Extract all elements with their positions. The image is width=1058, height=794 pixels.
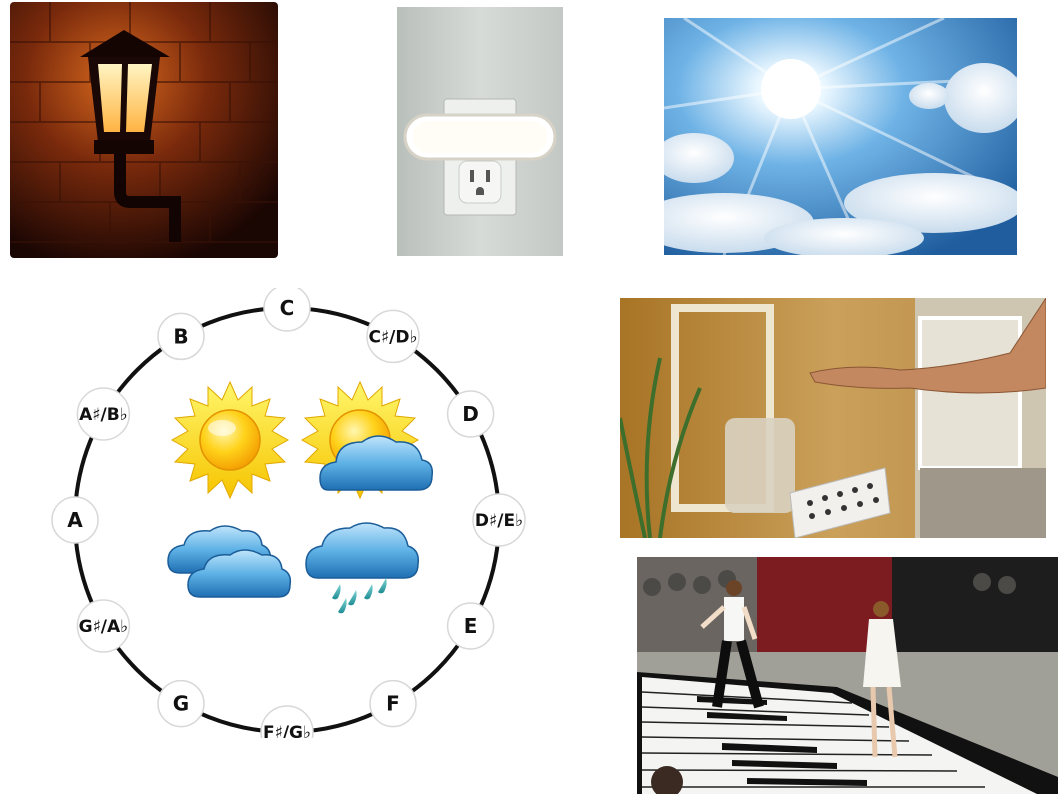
- circle-ring: [73, 306, 501, 734]
- note-label: B: [173, 324, 188, 348]
- note-node-f: F: [369, 679, 417, 728]
- sunny-sky-photo: [664, 18, 1017, 255]
- note-label: A♯/B♭: [79, 405, 128, 425]
- note-node-a: A: [51, 496, 99, 544]
- note-label: D♯/E♭: [475, 511, 523, 531]
- note-node-d-sharpe-flat: D♯/E♭: [472, 493, 526, 547]
- night-light-outlet-photo: [397, 7, 563, 256]
- note-label: A: [67, 508, 83, 532]
- note-node-g: G: [157, 679, 205, 728]
- note-label: C♯/D♭: [368, 327, 417, 347]
- sun-icon: [170, 380, 290, 500]
- note-node-a-sharpb-flat: A♯/B♭: [76, 387, 131, 441]
- note-node-c-sharpd-flat: C♯/D♭: [366, 309, 420, 364]
- note-node-e: E: [446, 602, 495, 650]
- note-node-g-sharpa-flat: G♯/A♭: [76, 599, 131, 653]
- note-node-b: B: [157, 312, 205, 361]
- cloudy-icon: [167, 525, 292, 598]
- note-label: F♯/G♭: [263, 723, 311, 738]
- note-node-f-sharpg-flat: F♯/G♭: [260, 705, 314, 738]
- note-label: G♯/A♭: [79, 617, 129, 637]
- partly-cloudy-icon: [300, 380, 434, 500]
- note-label: D: [462, 402, 479, 426]
- wall-lantern-photo: [10, 2, 278, 258]
- note-node-c: C: [263, 288, 311, 332]
- floor-piano-photo: [637, 557, 1058, 794]
- hand-gesture-photo: [620, 298, 1046, 538]
- note-label: C: [280, 296, 295, 320]
- circle-of-fifths-diagram: C C♯/D♭ D D♯/E♭ E F F♯/G♭ G G♯/A♭ A A♯/B♭ B: [40, 288, 560, 738]
- note-label: G: [173, 692, 189, 716]
- note-label: F: [386, 692, 400, 716]
- note-node-d: D: [446, 390, 495, 438]
- rain-icon: [305, 522, 420, 614]
- note-label: E: [464, 614, 478, 638]
